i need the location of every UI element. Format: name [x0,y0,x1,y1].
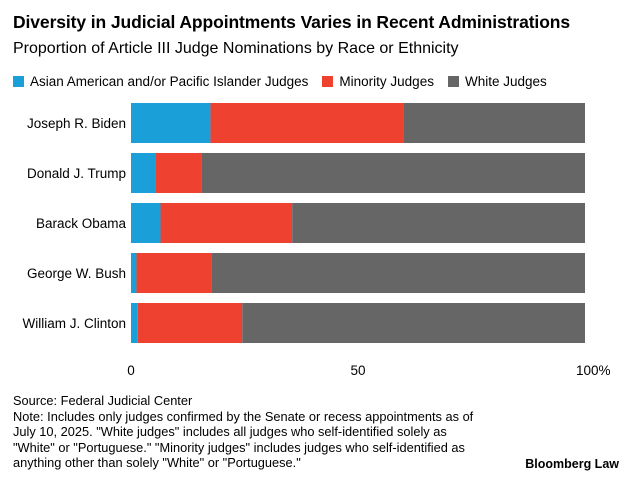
bar-segment-joseph-r-biden-2 [403,103,585,143]
chart-title: Diversity in Judicial Appointments Varie… [13,12,571,32]
legend-label-minority: Minority Judges [339,74,434,89]
legend-swatch-asian [13,76,24,87]
legend-swatch-minority [322,76,334,87]
legend-swatch-white [447,76,459,87]
legend-item-asian: Asian American and/or Pacific Islander J… [13,74,308,89]
bar-segment-donald-j-trump-0 [131,153,156,193]
legend-label-asian: Asian American and/or Pacific Islander J… [30,74,309,89]
bar-segment-george-w-bush-2 [211,253,585,293]
bar-segment-george-w-bush-0 [131,253,137,293]
legend-label-white: White Judges [464,74,547,89]
chart-subtitle: Proportion of Article III Judge Nominati… [13,40,459,57]
note-text: Note: Includes only judges confirmed by … [13,408,474,471]
bar-segment-joseph-r-biden-0 [131,103,211,143]
bar-segment-barack-obama-0 [131,203,161,243]
category-label-george-w-bush: George W. Bush [27,266,126,281]
legend-item-white: White Judges [447,74,547,89]
bar-segment-barack-obama-2 [292,203,585,243]
legend: Asian American and/or Pacific Islander J… [13,74,561,89]
bar-segment-barack-obama-1 [160,203,293,243]
footer-text: Source: Federal Judicial Center Note: In… [13,393,483,471]
bar-segment-donald-j-trump-2 [201,153,585,193]
legend-item-minority: Minority Judges [322,74,434,89]
bar-segment-william-j-clinton-0 [131,303,138,343]
bar-segment-william-j-clinton-1 [137,303,243,343]
bar-segment-george-w-bush-1 [136,253,212,293]
bar-chart: Joseph R. Biden Donald J. Trump Barack Oba… [22,103,611,378]
bar-segment-joseph-r-biden-1 [210,103,404,143]
category-label-joseph-r-biden: Joseph R. Biden [27,116,126,131]
x-tick-label-2: 100% [576,363,611,378]
bar-segment-donald-j-trump-1 [155,153,202,193]
bar-segment-william-j-clinton-2 [242,303,586,343]
source-line: Source: Federal Judicial Center [13,393,193,408]
category-label-william-j-clinton: William J. Clinton [22,316,126,331]
category-label-barack-obama: Barack Obama [36,216,127,231]
brand-logo: Bloomberg Law [525,457,619,471]
x-tick-label-1: 50 [350,363,365,378]
category-label-donald-j-trump: Donald J. Trump [27,166,126,181]
x-tick-label-0: 0 [127,363,135,378]
